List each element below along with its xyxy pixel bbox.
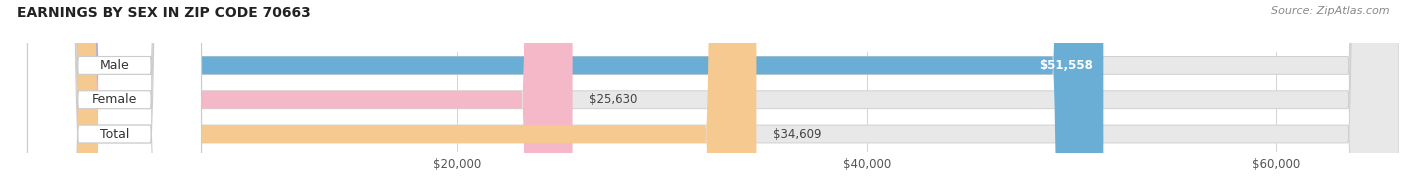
FancyBboxPatch shape	[48, 0, 1399, 196]
FancyBboxPatch shape	[48, 0, 572, 196]
Text: $51,558: $51,558	[1039, 59, 1092, 72]
FancyBboxPatch shape	[48, 0, 1399, 196]
FancyBboxPatch shape	[28, 0, 201, 196]
Text: Total: Total	[100, 128, 129, 141]
FancyBboxPatch shape	[48, 0, 1104, 196]
Text: $25,630: $25,630	[589, 93, 637, 106]
FancyBboxPatch shape	[28, 0, 201, 196]
Text: Female: Female	[91, 93, 138, 106]
FancyBboxPatch shape	[48, 0, 756, 196]
FancyBboxPatch shape	[48, 0, 1399, 196]
Text: $34,609: $34,609	[773, 128, 821, 141]
Text: Source: ZipAtlas.com: Source: ZipAtlas.com	[1271, 6, 1389, 16]
Text: Male: Male	[100, 59, 129, 72]
FancyBboxPatch shape	[28, 0, 201, 196]
Text: EARNINGS BY SEX IN ZIP CODE 70663: EARNINGS BY SEX IN ZIP CODE 70663	[17, 6, 311, 20]
